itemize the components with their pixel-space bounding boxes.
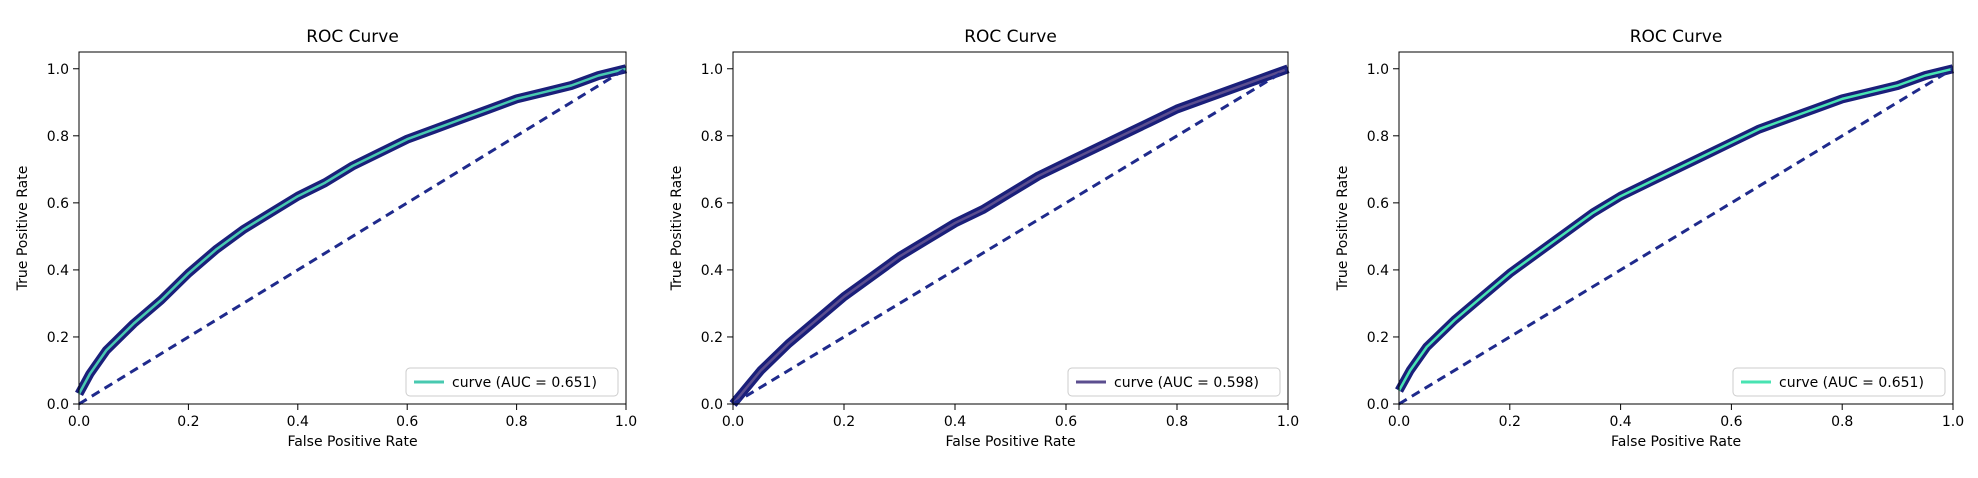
y-tick-label: 1.0 [1367,62,1389,78]
y-tick-label: 0.6 [1367,196,1389,212]
y-axis-label: True Positive Rate [669,166,685,292]
x-tick-label: 0.4 [944,414,966,430]
legend-label: curve (AUC = 0.598) [1114,375,1259,391]
chart-title: ROC Curve [964,27,1057,47]
legend-label: curve (AUC = 0.651) [452,375,597,391]
x-tick-label: 0.0 [722,414,744,430]
chance-diagonal-line [78,67,627,406]
roc-curve-outline [1395,64,1955,393]
y-tick-label: 0.2 [1367,330,1389,346]
legend-box [405,367,619,397]
legend-label: curve (AUC = 0.651) [1779,375,1924,391]
x-tick-label: 0.8 [1166,414,1188,430]
x-tick-label: 0.2 [833,414,855,430]
legend: curve (AUC = 0.651) [405,367,619,397]
roc-curve-series [75,64,628,397]
diagonal-line [1398,67,1954,406]
x-tick-label: 0.8 [505,414,527,430]
plot-frame [1398,51,1954,405]
diagonal-line [732,67,1289,406]
legend: curve (AUC = 0.598) [1067,367,1281,397]
y-tick-label: 0.4 [47,263,69,279]
plot-frame [78,51,627,405]
y-tick-label: 0.2 [47,330,69,346]
legend-box [1067,367,1281,397]
x-axis-label: False Positive Rate [945,434,1075,450]
x-axis-label: False Positive Rate [287,434,417,450]
roc-chart-2: ROC Curve 0.0 0.2 0.4 0.6 0.8 1.0 0.0 0.2 0.4 0.6 0… [669,27,1299,450]
chance-diagonal-line [1398,67,1954,406]
y-tick-label: 0.0 [701,397,723,413]
y-axis-label: True Positive Rate [1335,166,1351,292]
x-tick-label: 0.0 [68,414,90,430]
roc-curve-line [77,67,627,395]
roc-chart-3: ROC Curve 0.0 0.2 0.4 0.6 0.8 1.0 0.0 0.2 0.4 0.6 0… [1335,27,1964,450]
y-tick-label: 0.8 [47,129,69,145]
x-tick-label: 0.0 [1388,414,1410,430]
x-axis-label: False Positive Rate [1611,434,1741,450]
x-tick-label: 0.6 [1055,414,1077,430]
y-tick-label: 0.4 [701,263,723,279]
legend-box [1732,367,1946,397]
y-tick-label: 1.0 [701,62,723,78]
y-tick-label: 0.6 [47,196,69,212]
y-tick-label: 0.2 [701,330,723,346]
y-tick-label: 0.8 [1367,129,1389,145]
x-tick-label: 1.0 [1942,414,1964,430]
chart-title: ROC Curve [1630,27,1723,47]
diagonal-line [78,67,627,406]
y-tick-label: 0.8 [701,129,723,145]
roc-curve-series [1395,64,1955,393]
roc-curve-line [1397,67,1954,392]
x-tick-label: 0.2 [1499,414,1521,430]
x-tick-label: 0.8 [1831,414,1853,430]
y-tick-label: 1.0 [47,62,69,78]
y-tick-label: 0.6 [701,196,723,212]
y-axis-label: True Positive Rate [15,166,31,292]
x-tick-label: 1.0 [1277,414,1299,430]
chart-title: ROC Curve [306,27,399,47]
x-tick-label: 0.6 [1720,414,1742,430]
y-tick-label: 0.0 [1367,397,1389,413]
x-tick-label: 0.2 [177,414,199,430]
x-tick-label: 1.0 [615,414,637,430]
x-tick-label: 0.4 [287,414,309,430]
plot-frame [732,51,1289,405]
y-tick-label: 0.4 [1367,263,1389,279]
chance-diagonal-line [732,67,1289,406]
roc-curve-line [732,67,1289,405]
roc-chart-1: ROC Curve 0.0 0.2 0.4 0.6 0.8 1.0 0.0 0.2 0.4 0.6 0… [15,27,637,450]
x-tick-label: 0.4 [1609,414,1631,430]
roc-curve-series [729,64,1290,407]
legend: curve (AUC = 0.651) [1732,367,1946,397]
y-tick-label: 0.0 [47,397,69,413]
x-tick-label: 0.6 [396,414,418,430]
